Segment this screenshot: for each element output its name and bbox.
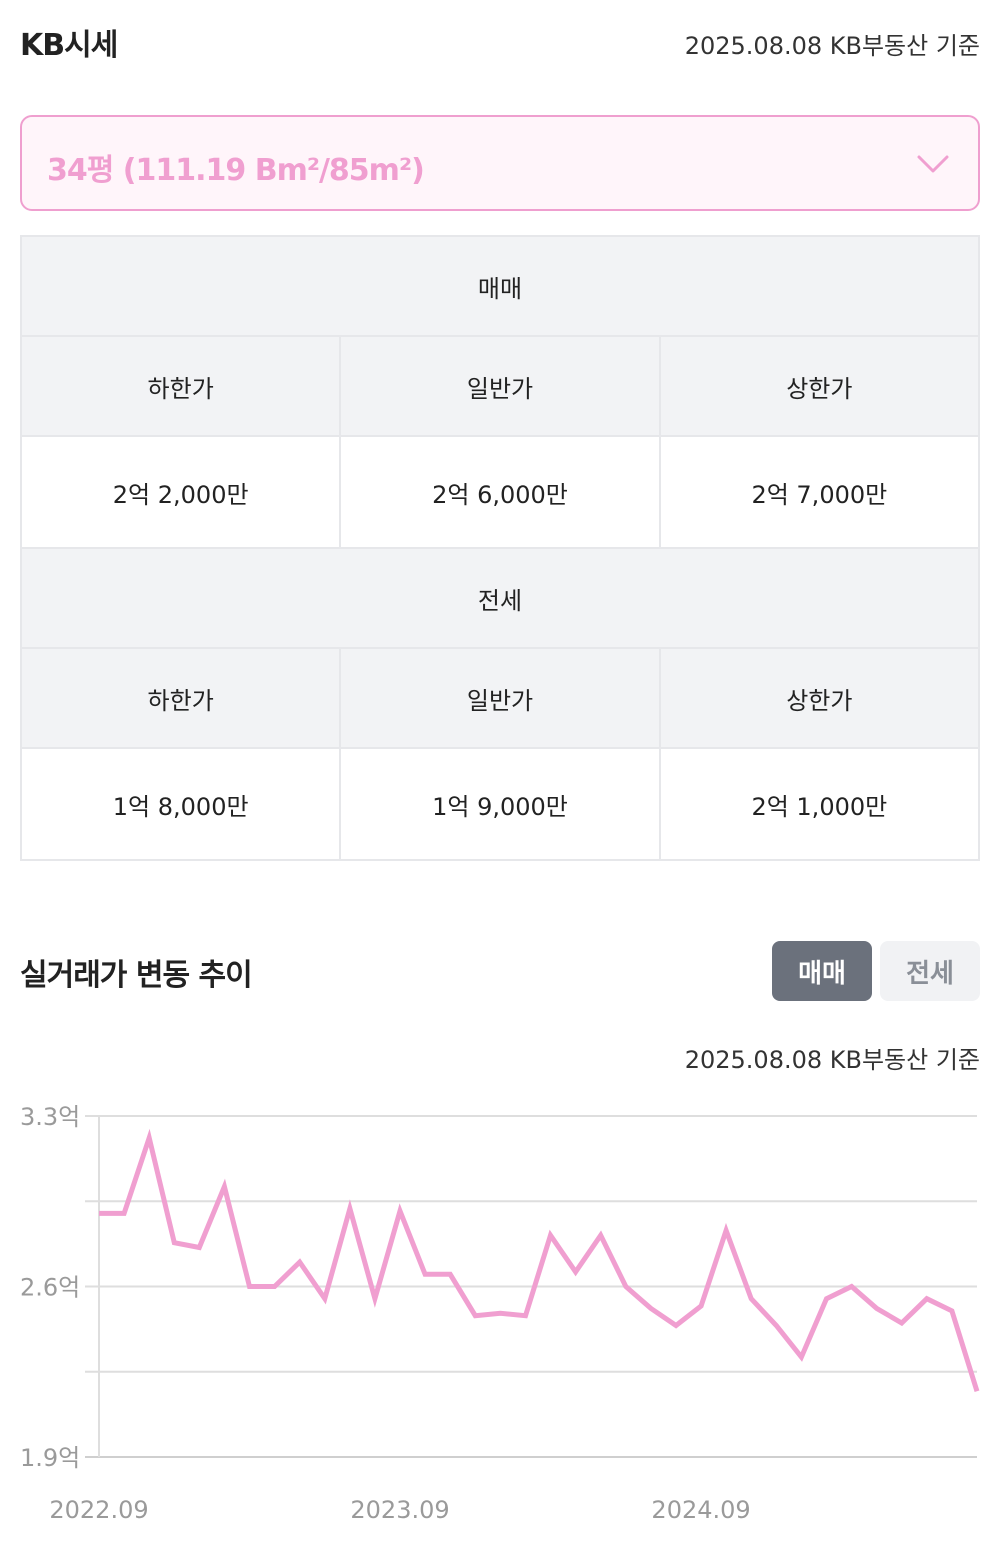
sale-col-lower: 하한가 [19,335,342,437]
sale-lower-price: 2억 2,000만 [19,435,342,549]
jeonse-lower-price: 1억 8,000만 [19,747,342,861]
jeonse-upper-price: 2억 1,000만 [658,747,981,861]
jeonse-normal-price: 1억 9,000만 [339,747,661,861]
x-tick-label: 2023.09 [350,1496,449,1524]
jeonse-col-upper: 상한가 [658,647,981,749]
x-tick-label: 2024.09 [651,1496,750,1524]
jeonse-col-lower: 하한가 [19,647,342,749]
y-tick-label: 3.3억 [20,1103,80,1131]
sale-col-upper: 상한가 [658,335,981,437]
sale-normal-price: 2억 6,000만 [339,435,661,549]
x-tick-label: 2022.09 [49,1496,148,1524]
toggle-sale-button[interactable]: 매매 [772,941,872,1001]
reference-date: 2025.08.08 KB부동산 기준 [684,32,980,60]
chevron-down-icon [917,155,949,173]
price-trend-line [99,1128,980,1392]
jeonse-section-title: 전세 [20,547,980,649]
sale-section-title: 매매 [20,235,980,337]
y-tick-label: 1.9억 [20,1444,80,1472]
section-title: KB시세 [20,28,118,63]
area-type-dropdown[interactable]: 34평 (111.19 Bm²/85m²) [20,115,980,211]
toggle-jeonse-button[interactable]: 전세 [880,941,980,1001]
price-trend-chart: 3.3억 2.6억 1.9억 2022.09 2023.09 2024.09 [20,1103,980,1524]
kb-price-table: 매매 하한가 일반가 상한가 2억 2,000만 2억 6,000만 2억 7,… [19,235,981,861]
area-type-value: 34평 (111.19 Bm²/85m²) [47,153,425,188]
kb-price-header: KB시세 2025.08.08 KB부동산 기준 [20,0,980,80]
y-tick-label: 2.6억 [20,1274,80,1302]
sale-upper-price: 2억 7,000만 [658,435,981,549]
trend-title: 실거래가 변동 추이 [20,958,253,993]
trend-reference-date: 2025.08.08 KB부동산 기준 [684,1046,980,1074]
sale-col-normal: 일반가 [339,335,661,437]
jeonse-col-normal: 일반가 [339,647,661,749]
